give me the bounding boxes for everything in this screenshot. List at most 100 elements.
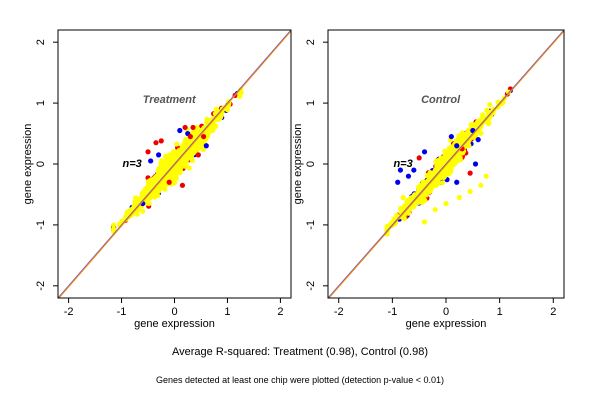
panel-title: Control [421, 94, 461, 106]
x-tick-label: -1 [387, 306, 397, 318]
cloud-point-yellow [111, 222, 117, 228]
x-tick-label: 1 [497, 306, 503, 318]
y-tick-label: -2 [35, 281, 47, 291]
cloud-point-yellow [412, 192, 418, 198]
cloud-point-yellow [427, 188, 434, 194]
y-tick-label: 0 [305, 161, 317, 167]
y-axis-title: gene expression [292, 124, 304, 205]
reference-line-2 [58, 30, 291, 298]
caption-main: Average R-squared: Treatment (0.98), Con… [172, 346, 428, 358]
y-tick-label: -1 [305, 220, 317, 230]
cloud-point-yellow [394, 212, 400, 219]
cloud-point-yellow [439, 180, 446, 186]
cloud-point-yellow [405, 210, 412, 216]
y-axis-title: gene expression [22, 124, 34, 205]
outlier-point-3 [153, 140, 159, 146]
x-tick-label: 1 [224, 306, 230, 318]
cloud-point-yellow [170, 149, 177, 155]
outlier-point-4 [156, 152, 162, 158]
cloud-point-yellow [215, 117, 221, 123]
scatter-panel-1: -2 -1 0 1 2 -2 -1 0 1 2 gene expression gene expres… [22, 29, 292, 330]
outlier-point-11 [166, 179, 172, 185]
cloud-point-yellow [194, 143, 200, 150]
cloud-point-yellow [213, 106, 220, 112]
x-tick-label: -1 [117, 306, 127, 318]
cloud-point-yellow [478, 130, 484, 136]
cloud-point-yellow [487, 101, 493, 108]
y-tick-label: -2 [305, 281, 317, 291]
outlier-point-8 [448, 133, 454, 140]
cloud-point-yellow [135, 197, 141, 203]
cloud-point-yellow [480, 112, 486, 118]
cloud-point-yellow [429, 184, 435, 190]
outlier-point-2 [397, 167, 404, 173]
cloud-point-yellow [456, 133, 462, 139]
outlier-point-21 [467, 188, 473, 195]
cloud-point-yellow [419, 199, 425, 206]
cloud-point-yellow [140, 208, 146, 214]
cloud-point-yellow [165, 175, 171, 181]
outlier-point-15 [201, 133, 207, 140]
cloud-point-yellow [445, 151, 451, 157]
n-annotation: n=3 [123, 158, 142, 170]
cloud-point-yellow [416, 185, 422, 191]
outlier-point-5 [158, 138, 164, 144]
outlier-point-12 [472, 161, 479, 167]
cloud-point-yellow [204, 134, 211, 140]
outlier-point-7 [182, 124, 188, 131]
cloud-point-yellow [484, 107, 490, 113]
cloud-point-yellow [465, 127, 472, 134]
x-tick-label: 0 [171, 306, 177, 318]
x-tick-label: 2 [550, 306, 556, 318]
cloud-point-yellow [427, 170, 433, 176]
outlier-point-9 [454, 143, 460, 149]
cloud-point-yellow [140, 193, 147, 199]
cloud-point-yellow [157, 174, 163, 180]
cloud-point-yellow [183, 160, 189, 166]
cloud-point-yellow [464, 132, 470, 139]
cloud-point-yellow [448, 166, 454, 173]
outlier-point-18 [432, 207, 438, 213]
outlier-point-23 [483, 173, 489, 179]
outlier-point-1 [395, 179, 401, 185]
y-tick-label: 0 [35, 161, 47, 167]
cloud-point-yellow [436, 158, 442, 164]
reference-line-1 [58, 30, 291, 298]
cloud-point-yellow [191, 148, 197, 155]
outlier-point-15 [454, 179, 460, 185]
outlier-point-10 [190, 124, 196, 131]
outlier-point-14 [467, 170, 473, 176]
cloud-point-yellow [158, 165, 164, 172]
outlier-point-13 [195, 152, 201, 158]
cloud-point-yellow [415, 199, 421, 205]
cloud-point-yellow [163, 153, 169, 159]
outlier-point-3 [400, 194, 406, 201]
outlier-point-7 [421, 149, 428, 155]
y-tick-label: 1 [305, 100, 317, 106]
plot-area [328, 30, 564, 298]
outlier-point-16 [203, 143, 209, 149]
outlier-point-6 [177, 127, 183, 134]
caption-sub: Genes detected at least one chip were pl… [156, 375, 444, 385]
cloud-point-yellow [131, 203, 137, 209]
cloud-point-yellow [405, 197, 412, 204]
reference-line-2 [328, 30, 564, 298]
outlier-point-1 [145, 149, 151, 155]
cloud-point-yellow [189, 157, 195, 163]
outlier-point-5 [411, 167, 417, 173]
outlier-point-9 [187, 133, 193, 140]
y-tick-label: 2 [35, 39, 47, 45]
cloud-point-yellow [146, 200, 152, 207]
y-tick-label: 1 [35, 100, 47, 106]
cloud-point-yellow [455, 155, 461, 161]
outlier-point-19 [443, 200, 449, 207]
x-tick-label: -2 [334, 306, 344, 318]
scatter-panel-2: -2 -1 0 1 2 -2 -1 0 1 2 gene expression gene expres… [292, 29, 565, 330]
cloud-point-yellow [209, 123, 215, 129]
n-annotation: n=3 [393, 158, 412, 170]
outlier-point-12 [179, 182, 186, 188]
outlier-point-6 [416, 155, 422, 161]
y-tick-label: -1 [35, 220, 47, 230]
x-axis-title: gene expression [406, 318, 487, 330]
reference-line-1 [328, 30, 564, 298]
